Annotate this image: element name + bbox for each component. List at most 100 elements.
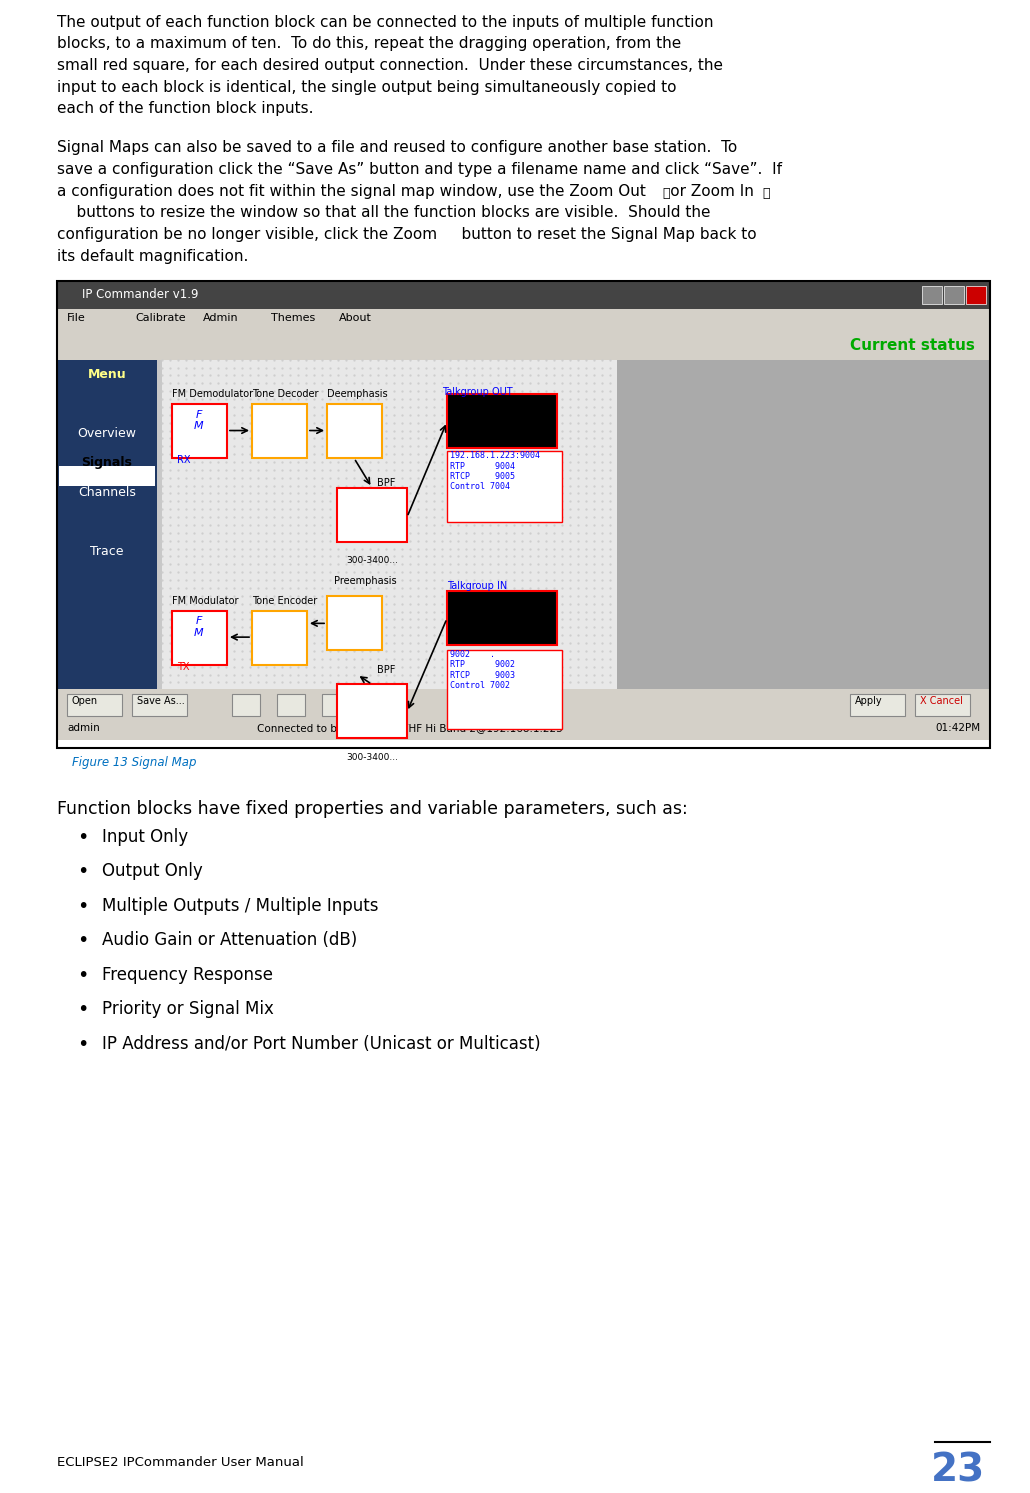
Text: blocks, to a maximum of ten.  To do this, repeat the dragging operation, from th: blocks, to a maximum of ten. To do this,… — [57, 36, 681, 51]
Text: Input Only: Input Only — [102, 829, 188, 847]
Text: Deemphasis: Deemphasis — [327, 390, 387, 399]
Bar — [327, 405, 382, 458]
Bar — [57, 718, 990, 741]
Text: •: • — [77, 897, 89, 915]
Text: Signal Maps can also be saved to a file and reused to configure another base sta: Signal Maps can also be saved to a file … — [57, 140, 737, 155]
Text: •: • — [77, 1035, 89, 1054]
Text: Calibrate: Calibrate — [135, 314, 185, 324]
Text: Multiple Outputs / Multiple Inputs: Multiple Outputs / Multiple Inputs — [102, 897, 378, 915]
Text: Overview: Overview — [77, 427, 137, 439]
Text: save a configuration click the “Save As” button and type a filename name and cli: save a configuration click the “Save As”… — [57, 161, 782, 178]
Text: Admin: Admin — [203, 314, 239, 324]
Text: Signals: Signals — [81, 455, 133, 469]
Text: 300-3400...: 300-3400... — [346, 754, 398, 763]
Text: IP Commander v1.9: IP Commander v1.9 — [82, 288, 199, 302]
Bar — [232, 694, 260, 715]
Text: Open: Open — [72, 696, 98, 706]
Bar — [945, 285, 964, 303]
Bar — [447, 591, 557, 645]
Bar — [252, 405, 307, 458]
Text: Priority or Signal Mix: Priority or Signal Mix — [102, 1000, 274, 1018]
Bar — [59, 466, 154, 485]
Text: Save As...: Save As... — [137, 696, 184, 706]
Bar — [57, 690, 990, 718]
Text: FM Modulator: FM Modulator — [172, 596, 239, 606]
Bar — [162, 360, 617, 690]
Text: About: About — [339, 314, 372, 324]
Bar — [966, 285, 986, 303]
Text: •: • — [77, 829, 89, 847]
Text: 🔍: 🔍 — [762, 187, 769, 200]
Text: Preemphasis: Preemphasis — [334, 576, 397, 587]
Text: 01:42PM: 01:42PM — [935, 723, 980, 733]
Text: ECLIPSE2 IPCommander User Manual: ECLIPSE2 IPCommander User Manual — [57, 1456, 304, 1469]
Text: The output of each function block can be connected to the inputs of multiple fun: The output of each function block can be… — [57, 15, 714, 30]
Bar — [172, 611, 227, 664]
Text: 192.168.1.223:9004
RTP      9004
RTCP     9005
Control 7004: 192.168.1.223:9004 RTP 9004 RTCP 9005 Co… — [450, 451, 540, 491]
Bar — [337, 684, 407, 739]
Bar — [850, 694, 905, 715]
Text: Function blocks have fixed properties and variable parameters, such as:: Function blocks have fixed properties an… — [57, 800, 688, 818]
Bar — [322, 694, 350, 715]
Text: 300-3400...: 300-3400... — [346, 557, 398, 566]
Text: Figure 13 Signal Map: Figure 13 Signal Map — [72, 755, 197, 769]
Text: configuration be no longer visible, click the Zoom     button to reset the Signa: configuration be no longer visible, clic… — [57, 227, 757, 242]
Text: small red square, for each desired output connection.  Under these circumstances: small red square, for each desired outpu… — [57, 58, 723, 73]
Text: Connected to base station: VHF Hi Band 2@192.168.1.223: Connected to base station: VHF Hi Band 2… — [258, 723, 562, 733]
Bar — [277, 694, 305, 715]
Bar — [57, 360, 157, 690]
Text: 9002    .
RTP      9002
RTCP     9003
Control 7002: 9002 . RTP 9002 RTCP 9003 Control 7002 — [450, 649, 515, 690]
Text: Trace: Trace — [91, 545, 124, 558]
Bar — [447, 649, 562, 729]
Text: Frequency Response: Frequency Response — [102, 966, 273, 984]
Bar — [57, 281, 990, 748]
Text: FM Demodulator: FM Demodulator — [172, 390, 253, 399]
Text: Tone Decoder: Tone Decoder — [252, 390, 318, 399]
Bar — [57, 281, 990, 309]
Text: Menu: Menu — [88, 367, 127, 381]
Text: 23: 23 — [931, 1451, 985, 1489]
Bar — [915, 694, 970, 715]
Text: File: File — [67, 314, 85, 324]
Bar — [447, 451, 562, 523]
Text: Themes: Themes — [271, 314, 315, 324]
Bar — [57, 309, 990, 330]
Text: Apply: Apply — [855, 696, 883, 706]
Text: TX: TX — [177, 661, 190, 672]
Text: F
M: F M — [195, 617, 204, 638]
Text: IP Address and/or Port Number (Unicast or Multicast): IP Address and/or Port Number (Unicast o… — [102, 1035, 541, 1053]
Text: admin: admin — [67, 723, 100, 733]
Text: a configuration does not fit within the signal map window, use the Zoom Out     : a configuration does not fit within the … — [57, 184, 754, 199]
Bar — [57, 360, 990, 690]
Text: •: • — [77, 863, 89, 881]
Text: Output Only: Output Only — [102, 863, 203, 881]
Text: Talkgroup OUT: Talkgroup OUT — [442, 387, 512, 397]
Bar — [337, 488, 407, 542]
Text: X Cancel: X Cancel — [920, 696, 963, 706]
Bar — [617, 360, 990, 690]
Text: BPF: BPF — [377, 478, 396, 488]
Bar — [447, 394, 557, 448]
Text: Channels: Channels — [78, 485, 136, 499]
Text: RX: RX — [177, 455, 191, 466]
Text: Talkgroup IN: Talkgroup IN — [447, 581, 507, 591]
Text: each of the function block inputs.: each of the function block inputs. — [57, 102, 313, 116]
Text: F
M: F M — [195, 411, 204, 431]
Text: Current status: Current status — [850, 337, 975, 352]
Bar — [327, 596, 382, 649]
Text: 🔍: 🔍 — [662, 187, 670, 200]
Bar — [132, 694, 187, 715]
Text: its default magnification.: its default magnification. — [57, 248, 248, 264]
Bar — [922, 285, 942, 303]
Bar — [172, 405, 227, 458]
Bar — [57, 330, 990, 360]
Bar — [67, 694, 122, 715]
Text: Tone Encoder: Tone Encoder — [252, 596, 317, 606]
Text: •: • — [77, 1000, 89, 1020]
Text: input to each block is identical, the single output being simultaneously copied : input to each block is identical, the si… — [57, 79, 677, 94]
Text: buttons to resize the window so that all the function blocks are visible.  Shoul: buttons to resize the window so that all… — [57, 205, 711, 221]
Text: •: • — [77, 966, 89, 985]
Text: •: • — [77, 932, 89, 951]
Text: Audio Gain or Attenuation (dB): Audio Gain or Attenuation (dB) — [102, 932, 357, 950]
Bar — [252, 611, 307, 664]
